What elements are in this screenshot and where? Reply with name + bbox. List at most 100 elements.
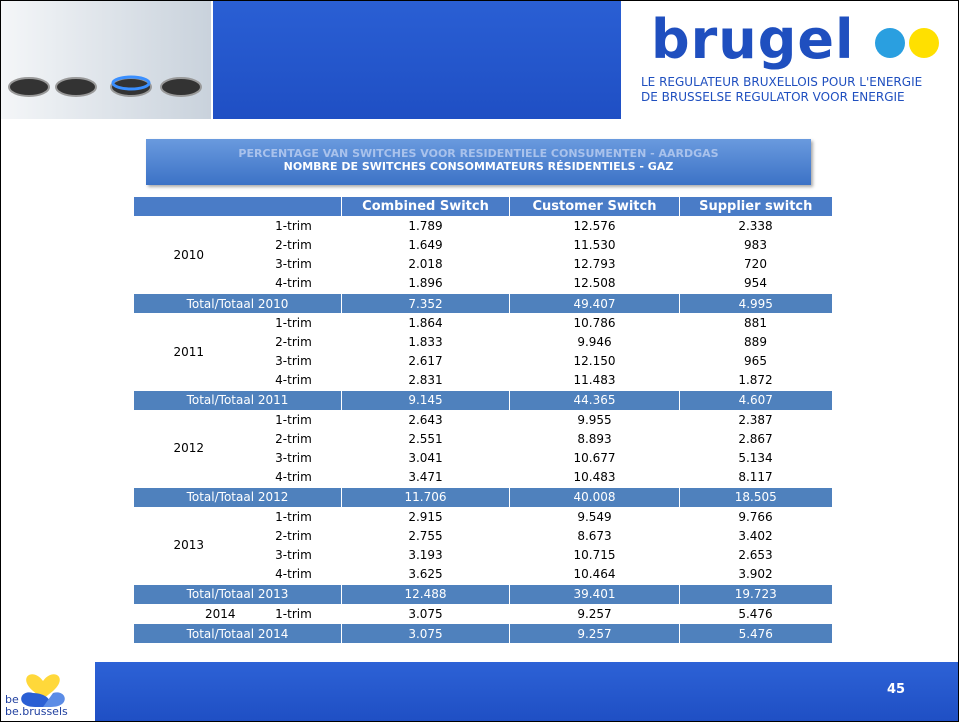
total-row: Total/Totaal 20119.14544.3654.607 bbox=[134, 390, 832, 410]
value-cell: 10.464 bbox=[510, 565, 680, 585]
value-cell: 12.576 bbox=[510, 216, 680, 235]
trim-cell: 2-trim bbox=[246, 235, 342, 254]
total-label: Total/Totaal 2013 bbox=[134, 584, 342, 604]
value-cell: 1.872 bbox=[680, 371, 832, 391]
value-cell: 8.673 bbox=[510, 526, 680, 545]
trim-cell: 4-trim bbox=[246, 565, 342, 585]
value-cell: 1.833 bbox=[342, 332, 510, 351]
total-value: 19.723 bbox=[680, 584, 832, 604]
trim-cell: 3-trim bbox=[246, 448, 342, 467]
trim-cell: 3-trim bbox=[246, 255, 342, 274]
year-cell: 2013 bbox=[134, 507, 246, 584]
trim-cell: 4-trim bbox=[246, 371, 342, 391]
value-cell: 5.134 bbox=[680, 448, 832, 467]
value-cell: 11.483 bbox=[510, 371, 680, 391]
data-row: 20141-trim3.0759.2575.476 bbox=[134, 604, 832, 624]
column-header: Customer Switch bbox=[510, 197, 680, 216]
trim-cell: 4-trim bbox=[246, 468, 342, 488]
value-cell: 12.508 bbox=[510, 274, 680, 294]
value-cell: 9.946 bbox=[510, 332, 680, 351]
total-value: 11.706 bbox=[342, 487, 510, 507]
value-cell: 2.831 bbox=[342, 371, 510, 391]
title-line: PERCENTAGE VAN SWITCHES VOOR RESIDENTIEL… bbox=[146, 147, 811, 160]
column-header: Supplier switch bbox=[680, 197, 832, 216]
total-value: 9.257 bbox=[510, 624, 680, 644]
trim-cell: 4-trim bbox=[246, 274, 342, 294]
value-cell: 10.677 bbox=[510, 448, 680, 467]
trim-cell: 2-trim bbox=[246, 429, 342, 448]
header-cell bbox=[134, 197, 342, 216]
trim-cell: 1-trim bbox=[246, 410, 342, 429]
trim-cell: 1-trim bbox=[246, 216, 342, 235]
header-band bbox=[213, 1, 621, 119]
logo-dots bbox=[874, 26, 940, 60]
value-cell: 3.075 bbox=[342, 604, 510, 624]
trim-cell: 1-trim bbox=[246, 507, 342, 526]
value-cell: 10.483 bbox=[510, 468, 680, 488]
logo: brugel LE REGULATEUR BRUXELLOIS POUR L'E… bbox=[633, 5, 953, 105]
value-cell: 2.915 bbox=[342, 507, 510, 526]
trim-cell: 2-trim bbox=[246, 526, 342, 545]
value-cell: 983 bbox=[680, 235, 832, 254]
value-cell: 11.530 bbox=[510, 235, 680, 254]
value-cell: 1.789 bbox=[342, 216, 510, 235]
logo-name: brugel bbox=[651, 5, 953, 75]
trim-cell: 1-trim bbox=[246, 604, 342, 624]
logo-tagline: DE BRUSSELSE REGULATOR VOOR ENERGIE bbox=[641, 90, 953, 105]
value-cell: 5.476 bbox=[680, 604, 832, 624]
value-cell: 2.867 bbox=[680, 429, 832, 448]
value-cell: 1.896 bbox=[342, 274, 510, 294]
footer-band bbox=[95, 662, 958, 721]
total-label: Total/Totaal 2014 bbox=[134, 624, 342, 644]
value-cell: 3.902 bbox=[680, 565, 832, 585]
trim-cell: 2-trim bbox=[246, 332, 342, 351]
value-cell: 9.257 bbox=[510, 604, 680, 624]
total-label: Total/Totaal 2011 bbox=[134, 390, 342, 410]
year-cell: 2014 bbox=[134, 604, 246, 624]
value-cell: 2.755 bbox=[342, 526, 510, 545]
value-cell: 12.150 bbox=[510, 352, 680, 371]
value-cell: 3.471 bbox=[342, 468, 510, 488]
total-value: 7.352 bbox=[342, 293, 510, 313]
value-cell: 8.893 bbox=[510, 429, 680, 448]
value-cell: 2.643 bbox=[342, 410, 510, 429]
total-value: 18.505 bbox=[680, 487, 832, 507]
total-value: 40.008 bbox=[510, 487, 680, 507]
total-row: Total/Totaal 20107.35249.4074.995 bbox=[134, 293, 832, 313]
total-label: Total/Totaal 2012 bbox=[134, 487, 342, 507]
trim-cell: 1-trim bbox=[246, 313, 342, 332]
value-cell: 3.625 bbox=[342, 565, 510, 585]
trim-cell: 3-trim bbox=[246, 545, 342, 564]
total-value: 4.607 bbox=[680, 390, 832, 410]
page-number: 45 bbox=[887, 682, 905, 697]
value-cell: 10.715 bbox=[510, 545, 680, 564]
be-brussels-logo: be be.brussels bbox=[3, 667, 93, 719]
logo-tagline: LE REGULATEUR BRUXELLOIS POUR L'ENERGIE bbox=[641, 75, 953, 90]
total-value: 5.476 bbox=[680, 624, 832, 644]
value-cell: 2.387 bbox=[680, 410, 832, 429]
burner-image bbox=[1, 1, 211, 119]
year-cell: 2010 bbox=[134, 216, 246, 293]
total-value: 39.401 bbox=[510, 584, 680, 604]
value-cell: 2.551 bbox=[342, 429, 510, 448]
total-value: 44.365 bbox=[510, 390, 680, 410]
value-cell: 12.793 bbox=[510, 255, 680, 274]
value-cell: 9.549 bbox=[510, 507, 680, 526]
value-cell: 9.955 bbox=[510, 410, 680, 429]
trim-cell: 3-trim bbox=[246, 352, 342, 371]
value-cell: 2.338 bbox=[680, 216, 832, 235]
value-cell: 9.766 bbox=[680, 507, 832, 526]
logo-text: be.brussels bbox=[5, 705, 68, 718]
value-cell: 965 bbox=[680, 352, 832, 371]
value-cell: 1.649 bbox=[342, 235, 510, 254]
year-cell: 2011 bbox=[134, 313, 246, 390]
value-cell: 2.018 bbox=[342, 255, 510, 274]
value-cell: 2.653 bbox=[680, 545, 832, 564]
